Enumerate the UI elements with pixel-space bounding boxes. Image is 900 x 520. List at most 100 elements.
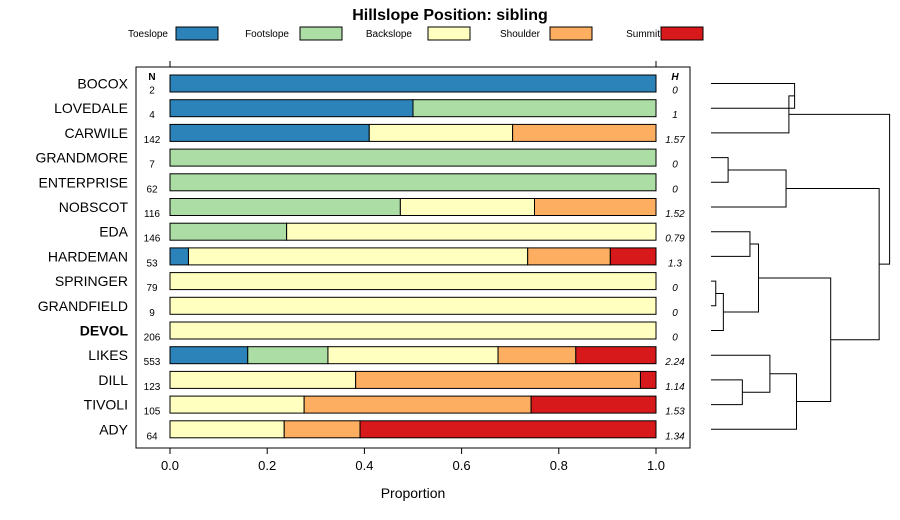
row-label: HARDEMAN [48, 248, 128, 264]
bar-segment-footslope [169, 148, 657, 167]
row-label: SPRINGER [55, 273, 128, 289]
bar-row: DEVOL 206 0 [80, 321, 678, 344]
h-value: 1.52 [665, 209, 685, 220]
bar-segment-toeslope [169, 74, 657, 93]
n-value: 62 [146, 184, 158, 195]
bar-segment-toeslope [169, 346, 249, 365]
bar-row: DILL 123 1.14 [98, 370, 685, 393]
dendrogram-link [711, 373, 797, 430]
bar-row: TIVOLI 105 1.53 [84, 395, 685, 418]
bar-segment-summit [639, 370, 657, 389]
row-label: ENTERPRISE [39, 174, 128, 190]
bar-row: BOCOX 2 0 [77, 74, 678, 97]
bar-segment-footslope [169, 198, 401, 216]
plot-frame [135, 66, 691, 449]
bar-segment-toeslope [169, 123, 370, 142]
n-value: 553 [144, 357, 161, 368]
n-value: 146 [144, 234, 161, 245]
bar-segment-shoulder [534, 198, 657, 216]
n-value: 9 [149, 308, 155, 319]
h-value: 1.53 [665, 407, 685, 418]
row-label: TIVOLI [84, 397, 128, 413]
bar-segment-backslope [286, 222, 657, 241]
bar-row: NOBSCOT 116 1.52 [59, 198, 685, 220]
bar-segment-shoulder [512, 123, 657, 142]
dendrogram-link [786, 187, 880, 341]
h-value: 1.14 [665, 382, 685, 393]
legend-swatch-footslope [299, 26, 343, 41]
x-tick-label: 0.6 [453, 458, 471, 473]
h-value: 2.24 [664, 357, 685, 368]
bar-segment-shoulder [283, 420, 361, 439]
row-label: EDA [99, 224, 128, 240]
bar-segment-backslope [169, 296, 657, 315]
row-label: BOCOX [77, 76, 128, 92]
bar-segment-backslope [399, 198, 536, 216]
row-label: LIKES [88, 347, 128, 363]
dendrogram-link [711, 169, 787, 208]
row-label: DEVOL [80, 323, 129, 339]
row-label: ADY [99, 421, 128, 437]
legend: Toeslope Footslope Backslope Shoulder Summit [128, 26, 704, 41]
x-tick-label: 0.0 [161, 458, 179, 473]
h-value: 0 [672, 333, 678, 344]
h-value: 1 [672, 110, 678, 121]
h-value: 0 [672, 160, 678, 171]
n-value: 123 [144, 382, 161, 393]
row-label: LOVEDALE [54, 100, 128, 116]
n-value: 53 [146, 258, 158, 269]
n-value: 7 [149, 160, 155, 171]
bar-segment-backslope [169, 420, 285, 439]
h-value: 0 [672, 86, 678, 97]
bar-segment-shoulder [303, 395, 532, 414]
legend-swatch-toeslope [175, 26, 219, 41]
bar-segment-summit [359, 420, 657, 439]
bar-segment-toeslope [169, 247, 189, 266]
bar-segment-summit [609, 247, 657, 266]
legend-label-backslope: Backslope [366, 29, 413, 40]
row-label: CARWILE [64, 125, 128, 141]
x-axis: 0.0 0.2 0.4 0.6 0.8 1.0 [161, 448, 665, 473]
bar-segment-shoulder [497, 346, 577, 365]
dendrogram-link [711, 354, 771, 393]
bar-row: EDA 146 0.79 [99, 222, 685, 245]
dendrogram-link [711, 95, 795, 134]
dendrogram-link [711, 379, 743, 406]
dendrogram-link [711, 157, 729, 183]
dendrogram-link [788, 113, 891, 265]
chart-title: Hillslope Position: sibling [352, 7, 548, 24]
dendrogram-link [758, 277, 832, 403]
h-column-header: H [671, 72, 679, 83]
h-value: 1.57 [665, 135, 685, 146]
bar-row: LIKES 553 2.24 [88, 346, 685, 368]
h-value: 0 [672, 308, 678, 319]
bar-row: ENTERPRISE 62 0 [39, 173, 678, 195]
bar-segment-footslope [412, 99, 657, 118]
bar-segment-shoulder [355, 370, 641, 389]
bar-segment-toeslope [169, 99, 414, 118]
dendrogram-link [711, 83, 796, 109]
legend-label-toeslope: Toeslope [128, 29, 168, 40]
h-value: 1.34 [665, 431, 685, 442]
bar-row: CARWILE 142 1.57 [64, 123, 685, 146]
bar-segment-backslope [327, 346, 499, 365]
bar-segment-backslope [187, 247, 529, 266]
bar-row: ADY 64 1.34 [99, 420, 685, 442]
legend-swatch-backslope [427, 26, 471, 41]
row-label: GRANDMORE [35, 150, 128, 166]
n-value: 4 [149, 110, 155, 121]
bar-row: HARDEMAN 53 1.3 [48, 247, 682, 269]
x-tick-label: 0.2 [258, 458, 276, 473]
n-value: 116 [144, 209, 160, 220]
dendrogram [711, 83, 891, 430]
h-value: 0.79 [665, 234, 685, 245]
n-value: 64 [146, 431, 158, 442]
n-value: 2 [149, 86, 155, 97]
legend-label-footslope: Footslope [245, 29, 289, 40]
x-tick-label: 0.4 [355, 458, 373, 473]
bar-segment-footslope [247, 346, 329, 365]
dendrogram-link [711, 292, 724, 331]
n-value: 79 [146, 283, 158, 294]
legend-label-shoulder: Shoulder [500, 29, 541, 40]
